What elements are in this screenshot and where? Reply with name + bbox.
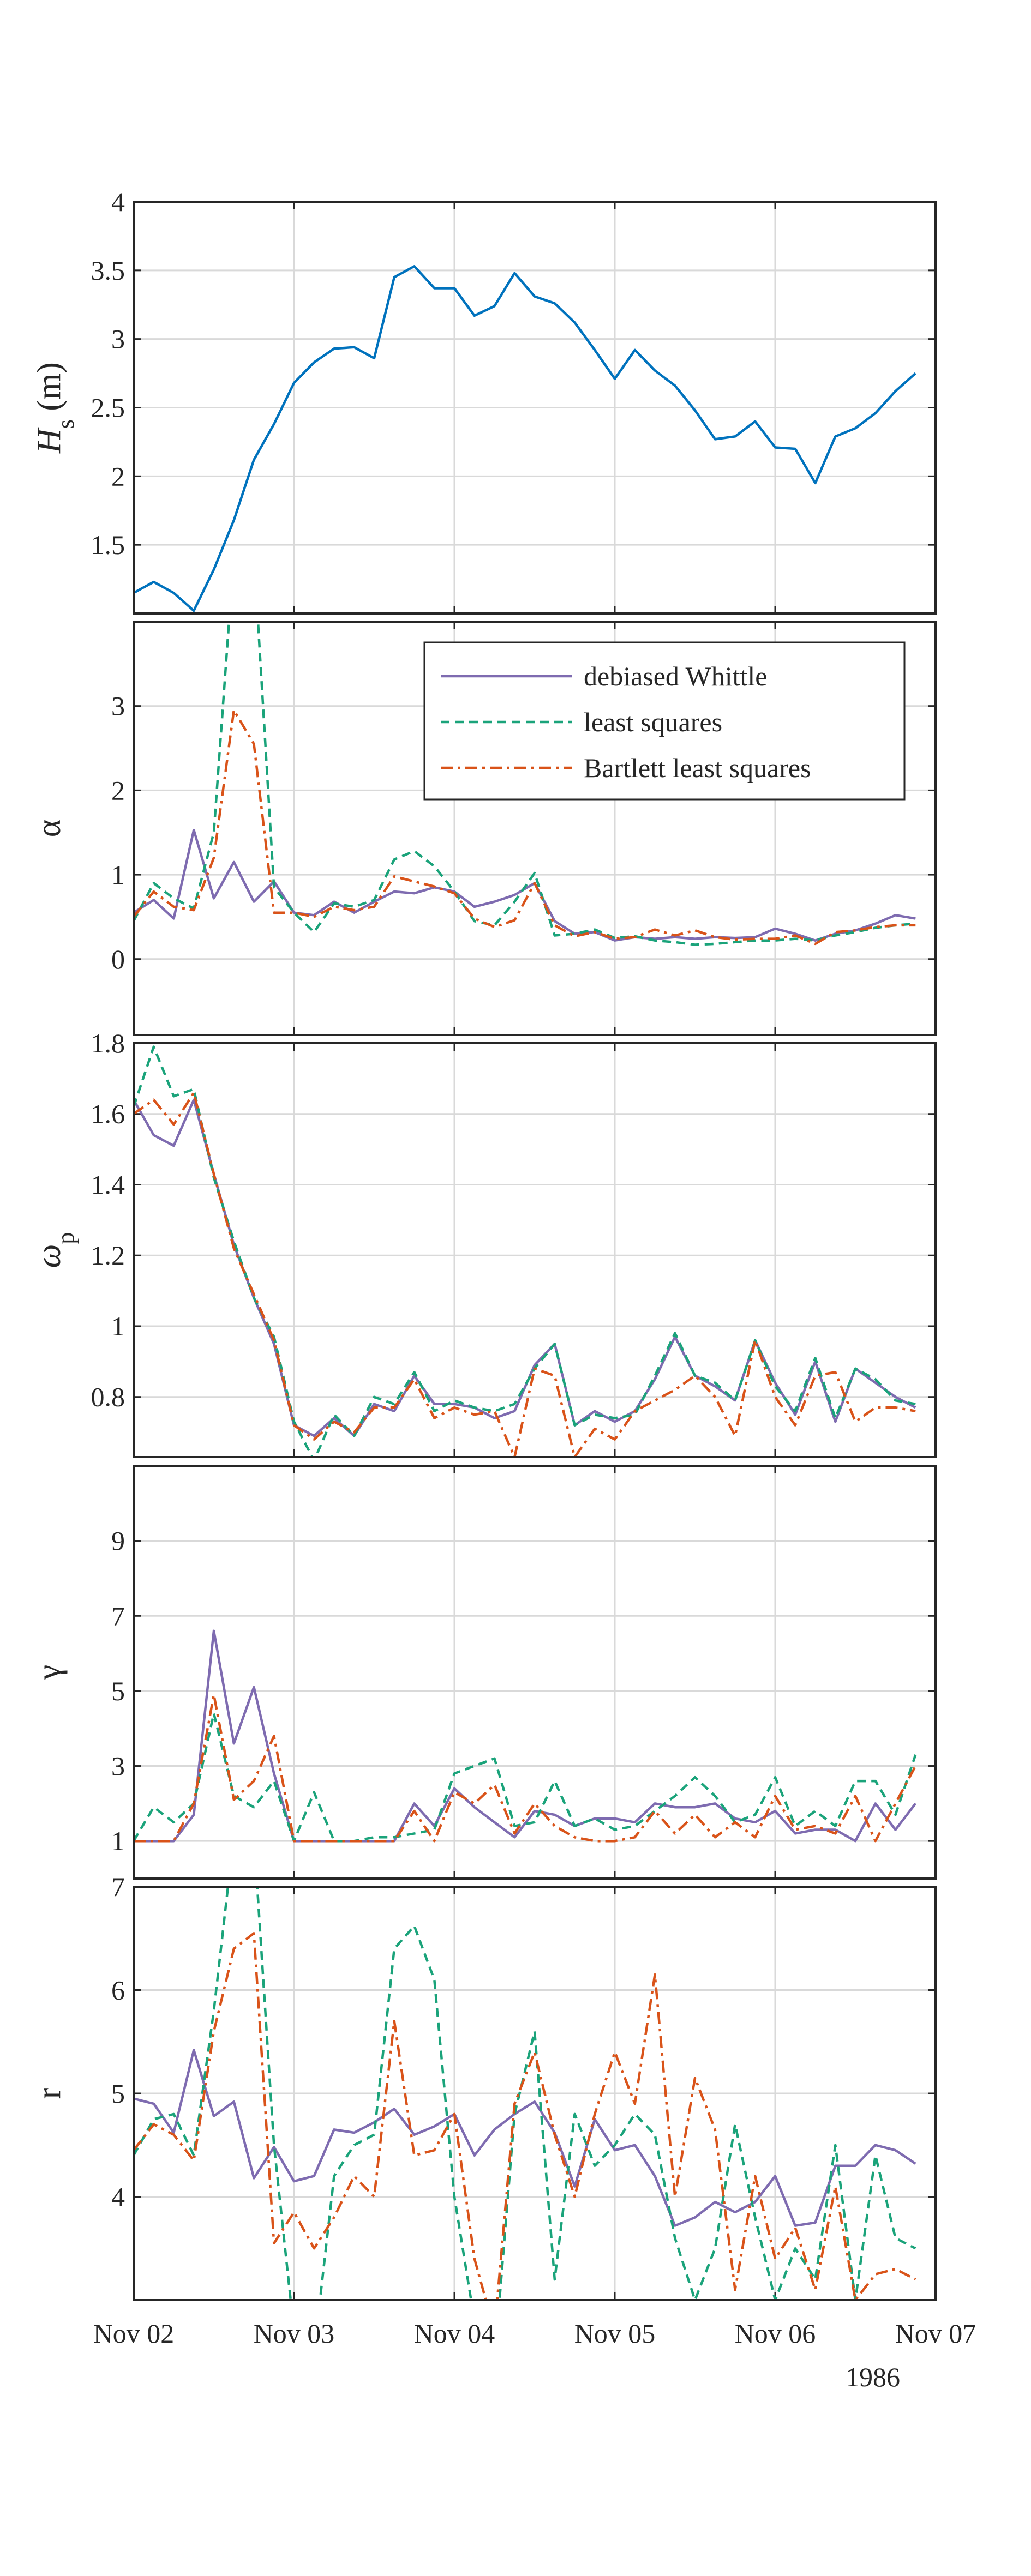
series-line-debiased-whittle <box>134 2049 916 2227</box>
series-line-bartlett-least-squares <box>134 709 916 946</box>
y-axis-label: α <box>31 820 68 837</box>
legend-label: Bartlett least squares <box>584 753 811 783</box>
y-tick-label: 2 <box>111 775 125 805</box>
panel-4: 1 3 5 7 9 γ <box>31 1465 937 1880</box>
y-tick-label: 3 <box>111 324 125 354</box>
y-tick-label: 1 <box>111 1826 125 1856</box>
series-line-least-squares <box>134 1045 916 1457</box>
series-group <box>134 1045 916 1457</box>
y-tick-label: 3 <box>111 1751 125 1781</box>
y-tick-label: 1.4 <box>91 1169 125 1200</box>
panel-3: 0.8 1 1.2 1.4 1.6 1.8 ωp <box>31 1028 937 1458</box>
y-tick-label: 2.5 <box>91 393 125 423</box>
axes-box <box>133 1465 937 1880</box>
x-tick-label: Nov 07 <box>895 2318 976 2349</box>
panel-5: 4 5 6 7 r Nov 02 Nov 03 Nov 04 Nov 05 Nov 06 Nov 0… <box>31 1871 976 2392</box>
x-tick-label: Nov 03 <box>254 2318 335 2349</box>
series-line-least-squares <box>134 1712 917 1843</box>
y-tick-label: 7 <box>111 1871 125 1902</box>
y-tick-label: 3 <box>111 691 125 721</box>
series-line-bartlett-least-squares <box>134 1932 916 2300</box>
series-line-debiased-whittle <box>134 1629 917 1843</box>
axes-box <box>133 1042 937 1458</box>
legend-label: debiased Whittle <box>584 661 767 691</box>
series-group <box>134 1629 917 1843</box>
x-tick-label: Nov 06 <box>735 2318 816 2349</box>
series-line-least-squares <box>134 622 916 946</box>
y-tick-label: 0.8 <box>91 1382 125 1412</box>
y-tick-label: 1.2 <box>91 1240 125 1271</box>
axes-box <box>133 1886 937 2301</box>
series-line-least-squares <box>134 1887 916 2300</box>
axes-box <box>133 621 937 1036</box>
y-tick-label: 1.8 <box>91 1028 125 1058</box>
y-tick-label: 1 <box>111 859 125 890</box>
series-group <box>134 265 916 612</box>
panel-1: 1.5 2 2.5 3 3.5 4 Hs (m) <box>31 186 937 615</box>
legend-label: least squares <box>584 707 722 737</box>
y-tick-label: 4 <box>111 2182 125 2212</box>
y-tick-label: 1.5 <box>91 529 125 560</box>
y-tick-label: 3.5 <box>91 255 125 286</box>
y-axis-label: ωp <box>31 1232 79 1268</box>
y-tick-label: 1 <box>111 1311 125 1341</box>
y-tick-label: 7 <box>111 1600 125 1631</box>
legend: debiased Whittle least squares Bartlett le… <box>423 641 906 801</box>
series-group <box>134 622 916 946</box>
y-tick-label: 9 <box>111 1526 125 1556</box>
series-group <box>134 1887 916 2300</box>
y-tick-label: 5 <box>111 2078 125 2109</box>
x-year-label: 1986 <box>846 2362 900 2392</box>
x-tick-label: Nov 05 <box>574 2318 656 2349</box>
axes-box <box>133 201 937 615</box>
y-tick-label: 0 <box>111 944 125 974</box>
y-axis-label: γ <box>31 1665 68 1680</box>
y-tick-label: 1.6 <box>91 1099 125 1129</box>
panel-2: 0 1 2 3 α debiased Whittle least squares Bartle… <box>31 621 937 1036</box>
y-tick-label: 5 <box>111 1676 125 1706</box>
x-tick-label: Nov 04 <box>414 2318 495 2349</box>
y-tick-label: 2 <box>111 461 125 491</box>
series-line-hs <box>134 265 916 612</box>
series-line-bartlett-least-squares <box>134 1693 917 1843</box>
y-tick-label: 4 <box>111 186 125 217</box>
series-line-bartlett-least-squares <box>134 1091 916 1457</box>
y-axis-label: r <box>31 2087 68 2099</box>
x-tick-label: Nov 02 <box>93 2318 175 2349</box>
y-tick-label: 6 <box>111 1975 125 2006</box>
y-axis-label: Hs (m) <box>31 362 79 454</box>
